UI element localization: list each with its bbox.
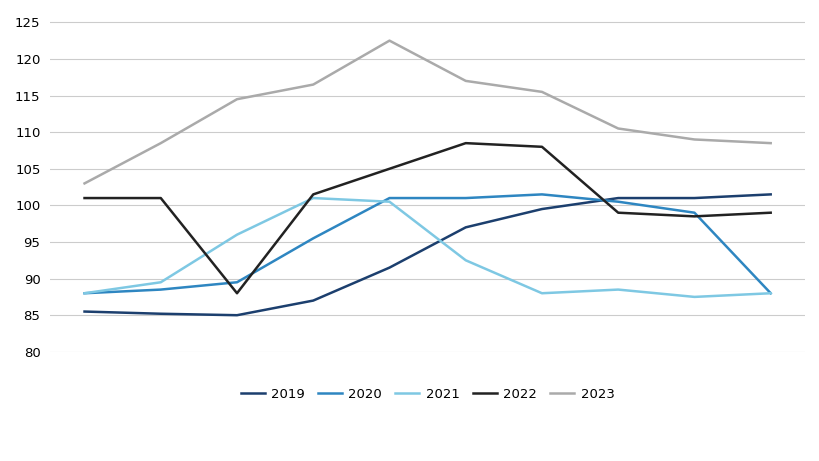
2021 <box>384 199 394 205</box>
2023 <box>384 38 394 43</box>
2020 <box>156 287 165 292</box>
2022 <box>613 210 622 215</box>
2020 <box>384 195 394 201</box>
2020 <box>765 290 775 296</box>
2022 <box>460 140 470 146</box>
2019 <box>536 206 546 212</box>
Line: 2021: 2021 <box>84 198 770 297</box>
2022 <box>689 213 699 219</box>
Line: 2019: 2019 <box>84 195 770 315</box>
Line: 2023: 2023 <box>84 41 770 183</box>
2020 <box>689 210 699 215</box>
2020 <box>232 279 242 285</box>
Line: 2020: 2020 <box>84 195 770 293</box>
2023 <box>232 96 242 102</box>
2021 <box>308 195 318 201</box>
2022 <box>765 210 775 215</box>
2023 <box>689 137 699 142</box>
2019 <box>460 225 470 230</box>
2019 <box>79 309 89 314</box>
2021 <box>613 287 622 292</box>
2021 <box>460 258 470 263</box>
2021 <box>156 279 165 285</box>
2021 <box>536 290 546 296</box>
2019 <box>384 265 394 271</box>
2021 <box>765 290 775 296</box>
2023 <box>79 181 89 186</box>
2023 <box>460 78 470 83</box>
2022 <box>384 166 394 171</box>
Line: 2022: 2022 <box>84 143 770 293</box>
2020 <box>613 199 622 205</box>
2020 <box>79 290 89 296</box>
2021 <box>689 294 699 300</box>
2022 <box>232 290 242 296</box>
2020 <box>308 236 318 241</box>
2019 <box>156 311 165 317</box>
2019 <box>308 298 318 303</box>
2019 <box>613 195 622 201</box>
2023 <box>536 89 546 95</box>
2023 <box>156 140 165 146</box>
2023 <box>308 82 318 87</box>
Legend: 2019, 2020, 2021, 2022, 2023: 2019, 2020, 2021, 2022, 2023 <box>235 382 619 406</box>
2023 <box>765 140 775 146</box>
2019 <box>232 313 242 318</box>
2021 <box>232 232 242 237</box>
2023 <box>613 126 622 131</box>
2019 <box>765 192 775 197</box>
2020 <box>536 192 546 197</box>
2022 <box>79 195 89 201</box>
2021 <box>79 290 89 296</box>
2022 <box>308 192 318 197</box>
2022 <box>156 195 165 201</box>
2022 <box>536 144 546 149</box>
2019 <box>689 195 699 201</box>
2020 <box>460 195 470 201</box>
